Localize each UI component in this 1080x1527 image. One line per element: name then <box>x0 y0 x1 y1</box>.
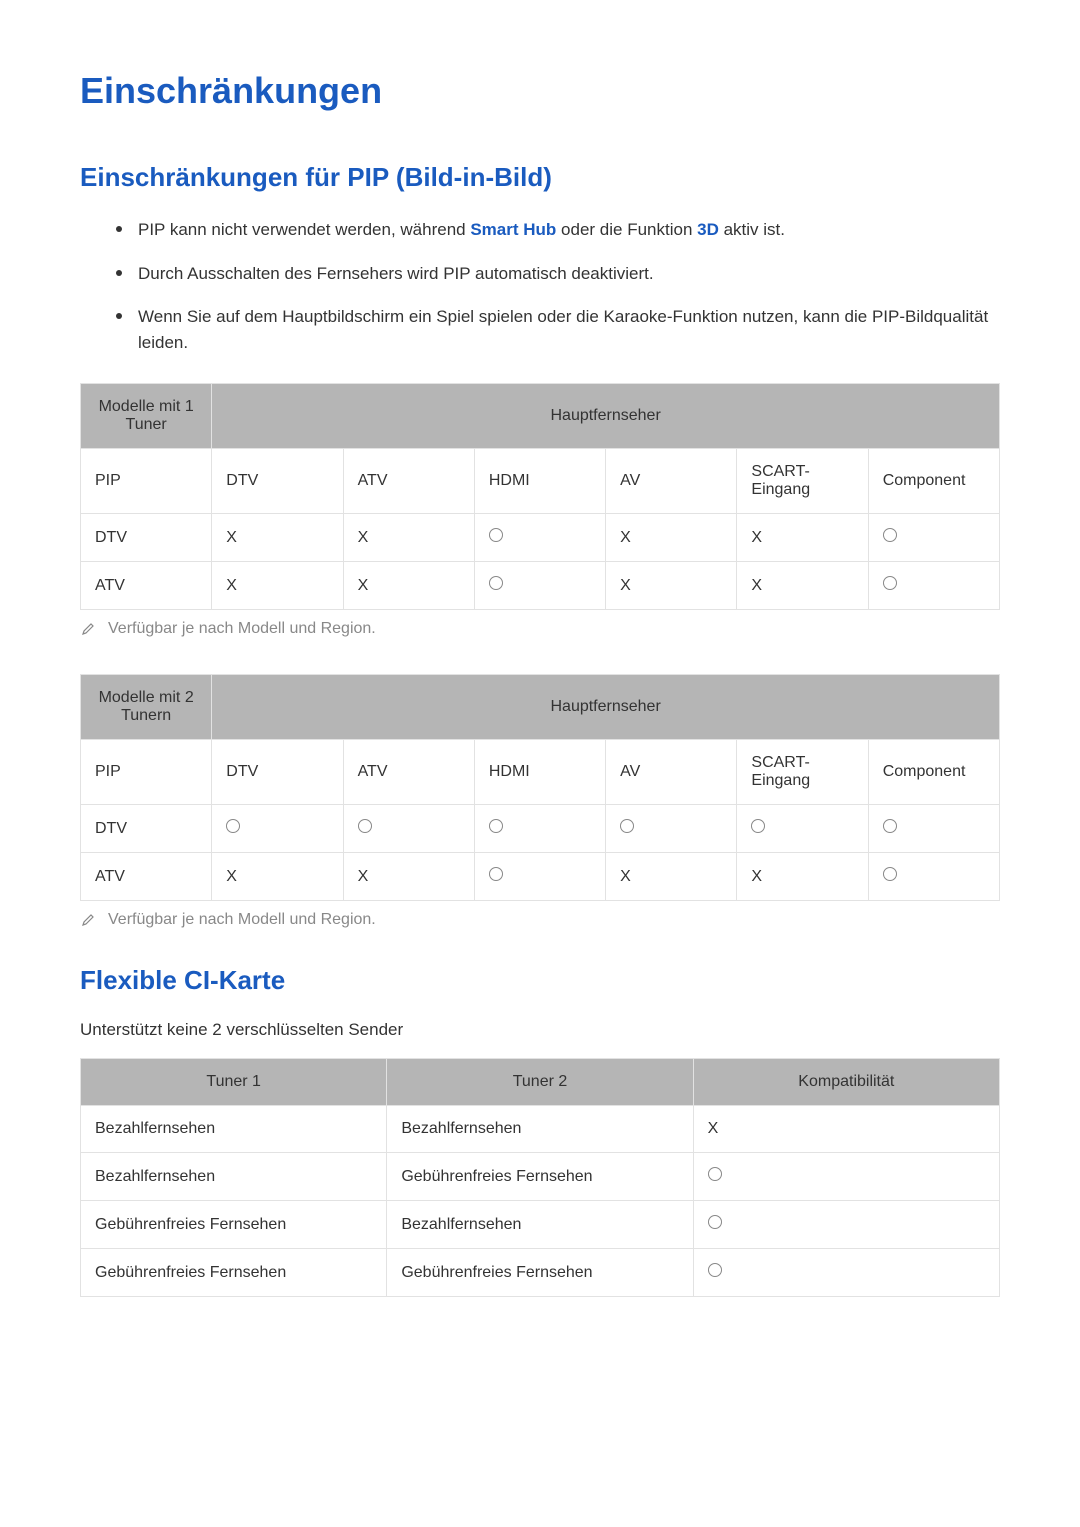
col-header: AV <box>606 740 737 805</box>
pip-table-2tuner: Modelle mit 2 Tunern Hauptfernseher PIP … <box>80 674 1000 901</box>
cell: X <box>343 514 474 562</box>
table-span-header: Hauptfernseher <box>212 675 1000 740</box>
cell: Bezahlfernsehen <box>387 1201 693 1249</box>
row-label: DTV <box>81 805 212 853</box>
cell: X <box>693 1106 999 1153</box>
row-label: ATV <box>81 562 212 610</box>
col-header: AV <box>606 449 737 514</box>
col-header: DTV <box>212 740 343 805</box>
cell <box>474 514 605 562</box>
cell <box>693 1201 999 1249</box>
table-row: Bezahlfernsehen Bezahlfernsehen X <box>81 1106 1000 1153</box>
table-columns-row: PIP DTV ATV HDMI AV SCART-Eingang Compon… <box>81 449 1000 514</box>
table-corner: Modelle mit 1 Tuner <box>81 384 212 449</box>
cell <box>868 805 999 853</box>
cell <box>868 562 999 610</box>
ci-subtext: Unterstützt keine 2 verschlüsselten Send… <box>80 1020 1000 1040</box>
col-header: Component <box>868 740 999 805</box>
col-header: ATV <box>343 449 474 514</box>
text: oder die Funktion <box>556 220 697 239</box>
table-span-header: Hauptfernseher <box>212 384 1000 449</box>
pip-bullet-list: PIP kann nicht verwendet werden, während… <box>80 217 1000 355</box>
pip-bullet-2: Durch Ausschalten des Fernsehers wird PI… <box>116 261 1000 287</box>
pencil-icon <box>80 912 96 928</box>
cell: X <box>606 853 737 901</box>
col-header: PIP <box>81 740 212 805</box>
table-row: ATV X X X X <box>81 562 1000 610</box>
pip-bullet-3: Wenn Sie auf dem Hauptbildschirm ein Spi… <box>116 304 1000 355</box>
cell: X <box>212 562 343 610</box>
cell: Bezahlfernsehen <box>81 1153 387 1201</box>
col-header: Tuner 2 <box>387 1059 693 1106</box>
footnote-2: Verfügbar je nach Modell und Region. <box>80 911 1000 929</box>
col-header: ATV <box>343 740 474 805</box>
cell: X <box>737 853 868 901</box>
cell <box>343 805 474 853</box>
table-row: DTV <box>81 805 1000 853</box>
cell <box>474 805 605 853</box>
cell <box>693 1249 999 1297</box>
ci-header-row: Tuner 1 Tuner 2 Kompatibilität <box>81 1059 1000 1106</box>
cell: Bezahlfernsehen <box>387 1106 693 1153</box>
col-header: PIP <box>81 449 212 514</box>
row-label: ATV <box>81 853 212 901</box>
cell <box>693 1153 999 1201</box>
col-header: HDMI <box>474 449 605 514</box>
col-header: Kompatibilität <box>693 1059 999 1106</box>
cell: X <box>212 853 343 901</box>
footnote-text: Verfügbar je nach Modell und Region. <box>108 620 376 638</box>
3d-label: 3D <box>697 220 719 239</box>
cell: X <box>212 514 343 562</box>
smart-hub-label: Smart Hub <box>470 220 556 239</box>
cell <box>868 514 999 562</box>
section-ci-heading: Flexible CI-Karte <box>80 965 1000 996</box>
table-corner: Modelle mit 2 Tunern <box>81 675 212 740</box>
cell: X <box>606 562 737 610</box>
section-pip-heading: Einschränkungen für PIP (Bild-in-Bild) <box>80 162 1000 193</box>
col-header: SCART-Eingang <box>737 449 868 514</box>
cell: Bezahlfernsehen <box>81 1106 387 1153</box>
text: PIP kann nicht verwendet werden, während <box>138 220 470 239</box>
col-header: HDMI <box>474 740 605 805</box>
cell <box>737 805 868 853</box>
table-row: DTV X X X X <box>81 514 1000 562</box>
cell <box>474 562 605 610</box>
cell: Gebührenfreies Fernsehen <box>81 1201 387 1249</box>
col-header: SCART-Eingang <box>737 740 868 805</box>
col-header: Component <box>868 449 999 514</box>
table-row: ATV X X X X <box>81 853 1000 901</box>
cell: X <box>606 514 737 562</box>
footnote-text: Verfügbar je nach Modell und Region. <box>108 911 376 929</box>
footnote-1: Verfügbar je nach Modell und Region. <box>80 620 1000 638</box>
table-row: Gebührenfreies Fernsehen Bezahlfernsehen <box>81 1201 1000 1249</box>
cell <box>606 805 737 853</box>
col-header: Tuner 1 <box>81 1059 387 1106</box>
pip-bullet-1: PIP kann nicht verwendet werden, während… <box>116 217 1000 243</box>
ci-table: Tuner 1 Tuner 2 Kompatibilität Bezahlfer… <box>80 1058 1000 1297</box>
cell: Gebührenfreies Fernsehen <box>81 1249 387 1297</box>
row-label: DTV <box>81 514 212 562</box>
pip-table-1tuner: Modelle mit 1 Tuner Hauptfernseher PIP D… <box>80 383 1000 610</box>
cell: Gebührenfreies Fernsehen <box>387 1249 693 1297</box>
cell: X <box>737 514 868 562</box>
col-header: DTV <box>212 449 343 514</box>
table-row: Bezahlfernsehen Gebührenfreies Fernsehen <box>81 1153 1000 1201</box>
cell: X <box>343 562 474 610</box>
table-columns-row: PIP DTV ATV HDMI AV SCART-Eingang Compon… <box>81 740 1000 805</box>
cell <box>212 805 343 853</box>
cell: Gebührenfreies Fernsehen <box>387 1153 693 1201</box>
table-row: Gebührenfreies Fernsehen Gebührenfreies … <box>81 1249 1000 1297</box>
cell: X <box>343 853 474 901</box>
text: aktiv ist. <box>719 220 785 239</box>
cell <box>868 853 999 901</box>
cell <box>474 853 605 901</box>
page-title: Einschränkungen <box>80 70 1000 112</box>
cell: X <box>737 562 868 610</box>
pencil-icon <box>80 621 96 637</box>
